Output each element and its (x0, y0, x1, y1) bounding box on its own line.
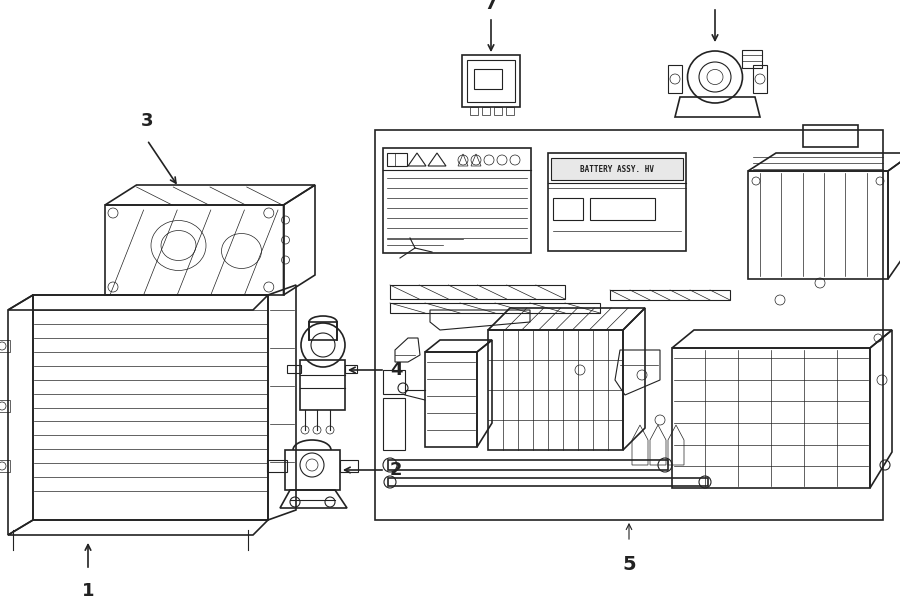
Text: 4: 4 (390, 361, 402, 379)
Bar (309, 322, 337, 340)
Bar (553, 198, 583, 220)
Bar (267, 460, 287, 472)
Bar (345, 365, 357, 373)
Bar (668, 65, 682, 93)
Bar (390, 285, 565, 299)
Bar (803, 125, 858, 147)
Text: 3: 3 (140, 112, 153, 130)
Bar (748, 171, 888, 279)
Bar (488, 330, 623, 450)
Bar (0, 400, 10, 412)
Bar (387, 153, 407, 166)
Bar (300, 360, 345, 410)
Bar (494, 107, 502, 115)
Bar (474, 69, 502, 89)
Bar (383, 148, 531, 253)
Bar (610, 290, 730, 300)
Bar (467, 60, 515, 102)
Bar (340, 460, 358, 472)
Bar (390, 303, 600, 313)
Text: BATTERY ASSY. HV: BATTERY ASSY. HV (580, 165, 654, 174)
Bar (388, 460, 668, 470)
Bar (285, 450, 340, 490)
Text: 7: 7 (485, 0, 497, 13)
Bar (388, 478, 708, 486)
Bar (753, 65, 767, 93)
Bar (287, 365, 301, 373)
Bar (470, 107, 478, 115)
Bar (551, 158, 683, 180)
Text: 5: 5 (622, 555, 635, 574)
Bar (375, 130, 883, 520)
Bar (548, 153, 686, 251)
Bar (590, 198, 655, 220)
Bar (742, 50, 762, 68)
Bar (383, 398, 405, 450)
Bar (0, 340, 10, 352)
Bar (482, 107, 490, 115)
Bar (0, 460, 10, 472)
Bar (506, 107, 514, 115)
Bar (462, 55, 520, 107)
Bar (383, 370, 405, 394)
Text: 1: 1 (82, 582, 94, 597)
Text: 6: 6 (709, 0, 721, 3)
Bar (425, 352, 477, 447)
Bar (672, 348, 870, 488)
Text: 2: 2 (390, 461, 402, 479)
